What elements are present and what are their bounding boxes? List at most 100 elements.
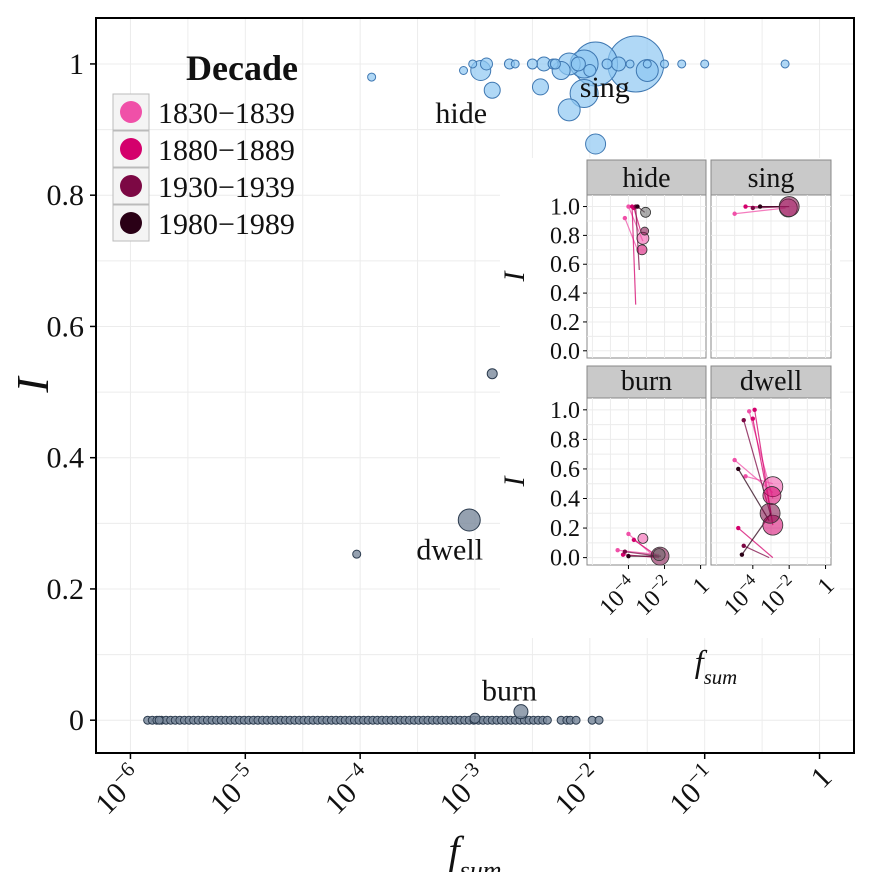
main-points <box>143 35 790 725</box>
blue-point <box>625 59 635 69</box>
blue-point <box>468 59 478 69</box>
trajectory-start-point <box>757 204 763 209</box>
inset-y-tick-label: 1.0 <box>550 195 580 221</box>
legend: Decade 1830−1839 1880−1889 1930−1939 1980−19… <box>112 48 298 242</box>
trajectory-end-bubble <box>640 226 650 236</box>
annotation-hide: hide <box>435 97 487 130</box>
inset-y-tick-label: 0.8 <box>550 223 580 249</box>
trajectory-start-point <box>743 204 748 209</box>
blue-point <box>700 59 710 69</box>
trajectory-start-point <box>622 549 628 554</box>
blue-point <box>479 57 493 71</box>
trajectory-start-point <box>736 525 741 531</box>
blue-point <box>780 59 790 69</box>
legend-swatch <box>120 175 142 197</box>
inset-y-tick-label: 0.2 <box>550 516 580 542</box>
trajectory-start-point <box>750 205 756 211</box>
blue-point <box>642 59 652 69</box>
zero-point <box>571 715 581 725</box>
trajectory-line <box>734 207 786 215</box>
grey-point <box>513 704 529 720</box>
y-tick-label: 0.4 <box>47 442 85 475</box>
zero-point <box>542 715 552 725</box>
grey-point <box>352 549 362 559</box>
trajectory-start-point <box>622 215 628 221</box>
trajectory-end-bubble <box>652 548 666 562</box>
grey-point <box>469 712 481 724</box>
trajectory-end-bubble <box>636 244 648 256</box>
legend-label: 1830−1839 <box>158 97 295 130</box>
trajectory-start-point <box>752 407 757 413</box>
trajectory-end-bubble <box>778 196 800 217</box>
blue-point <box>583 64 597 77</box>
inset-y-tick-label: 0.4 <box>550 486 580 512</box>
facet-strip <box>710 365 832 399</box>
trajectory-line <box>631 206 637 305</box>
facet-hide: hide 0.0 0.2 0.4 0.6 0.81.0 I <box>498 159 707 365</box>
trajectory-line <box>633 207 642 233</box>
inset-y-tick-label: 0.2 <box>550 310 580 336</box>
facet-strip <box>586 365 707 399</box>
annotation-sing: sing <box>580 71 630 104</box>
legend-title: Decade <box>186 48 298 88</box>
facet-sing: sing <box>710 159 832 359</box>
facet-strip <box>710 159 832 196</box>
blue-point <box>611 56 627 72</box>
trajectory-end-bubble <box>762 486 782 505</box>
trajectory-start-point <box>743 474 748 479</box>
x-tick-label: 10−5 <box>200 757 264 821</box>
legend-label: 1880−1889 <box>158 134 295 167</box>
trajectory-start-point <box>741 543 746 548</box>
trajectory-start-point <box>615 548 620 553</box>
trajectory-start-point <box>626 531 631 537</box>
annotation-burn: burn <box>482 675 537 708</box>
inset-y-tick-label: 0.8 <box>550 427 580 453</box>
inset-y-tick-label: 0.6 <box>550 457 580 483</box>
inset: hide0.00.20.40.60.81.0Isingburn0.00.20.4… <box>498 158 840 689</box>
blue-point <box>459 66 469 75</box>
trajectory-start-point <box>750 416 756 421</box>
trajectory-start-point <box>635 204 640 209</box>
trajectory-start-point <box>741 417 746 423</box>
inset-y-tick-label: 1.0 <box>550 398 580 424</box>
legend-swatch <box>120 212 142 234</box>
legend-label: 1930−1939 <box>158 171 295 204</box>
x-tick-label: 10−2 <box>545 757 609 821</box>
inset-y-axis-title: I <box>498 270 531 283</box>
inset-y-tick-label: 0.0 <box>550 546 580 572</box>
x-tick-label: 1 <box>805 761 839 795</box>
inset-y-tick-label: 0.6 <box>550 252 580 278</box>
trajectory-start-point <box>732 211 737 216</box>
grey-point <box>486 368 498 380</box>
inset-y-axis-title: I <box>498 475 531 488</box>
trajectory-end-bubble <box>637 532 649 544</box>
grey-point <box>457 508 481 532</box>
blue-point <box>510 59 520 69</box>
trajectory-start-point <box>736 466 741 472</box>
y-tick-label: 0.2 <box>47 573 85 606</box>
annotation-dwell: dwell <box>416 534 483 567</box>
legend-label: 1980−1989 <box>158 208 295 241</box>
main-annotations: hide sing dwell burn <box>416 71 629 708</box>
y-tick-label: 0 <box>69 704 84 737</box>
blue-point <box>549 58 561 70</box>
blue-point <box>569 78 599 108</box>
blue-point <box>526 58 538 70</box>
facet-strip-label: burn <box>621 366 672 397</box>
facet-strip-label: hide <box>622 163 670 194</box>
blue-point <box>367 72 377 82</box>
x-tick-label: 10−4 <box>315 757 379 821</box>
trajectory-start-point <box>732 457 737 463</box>
inset-x-axis-title: fsum <box>695 643 737 689</box>
x-tick-label: 10−6 <box>86 757 150 821</box>
trajectory-line <box>743 545 770 559</box>
blue-point <box>531 78 549 96</box>
y-axis-title: I <box>7 375 58 394</box>
blue-point <box>483 81 501 99</box>
inset-y-tick-label: 0.4 <box>550 281 580 307</box>
x-tick-label: 10−1 <box>660 757 724 821</box>
zero-point <box>594 715 604 725</box>
blue-point <box>601 58 613 70</box>
y-tick-label: 0.6 <box>47 310 85 343</box>
